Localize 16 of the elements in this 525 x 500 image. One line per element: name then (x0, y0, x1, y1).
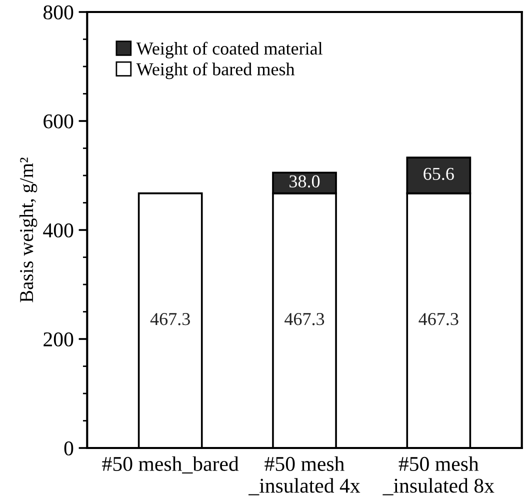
data-label: 38.0 (290, 175, 320, 188)
legend-label: Weight of coated material (136, 42, 322, 58)
y-axis-title: Basis weight, g/m² (19, 158, 38, 302)
legend-label: Weight of bared mesh (136, 62, 295, 80)
x-tick-label: #50 mesh _insulated 4x (248, 456, 360, 496)
y-tick-label: 800 (44, 5, 74, 20)
data-label: 467.3 (284, 313, 324, 326)
y-tick-label: 600 (44, 114, 74, 128)
x-tick-label: #50 mesh _insulated 8x (382, 456, 494, 496)
y-tick-label: 200 (44, 332, 74, 346)
data-label: 467.3 (150, 313, 190, 326)
y-tick-label: 0 (64, 441, 74, 456)
data-label: 65.6 (424, 168, 454, 180)
x-tick-label: #50 mesh_bared (102, 456, 239, 474)
y-tick-label: 400 (43, 223, 74, 238)
data-label: 467.3 (418, 313, 458, 326)
